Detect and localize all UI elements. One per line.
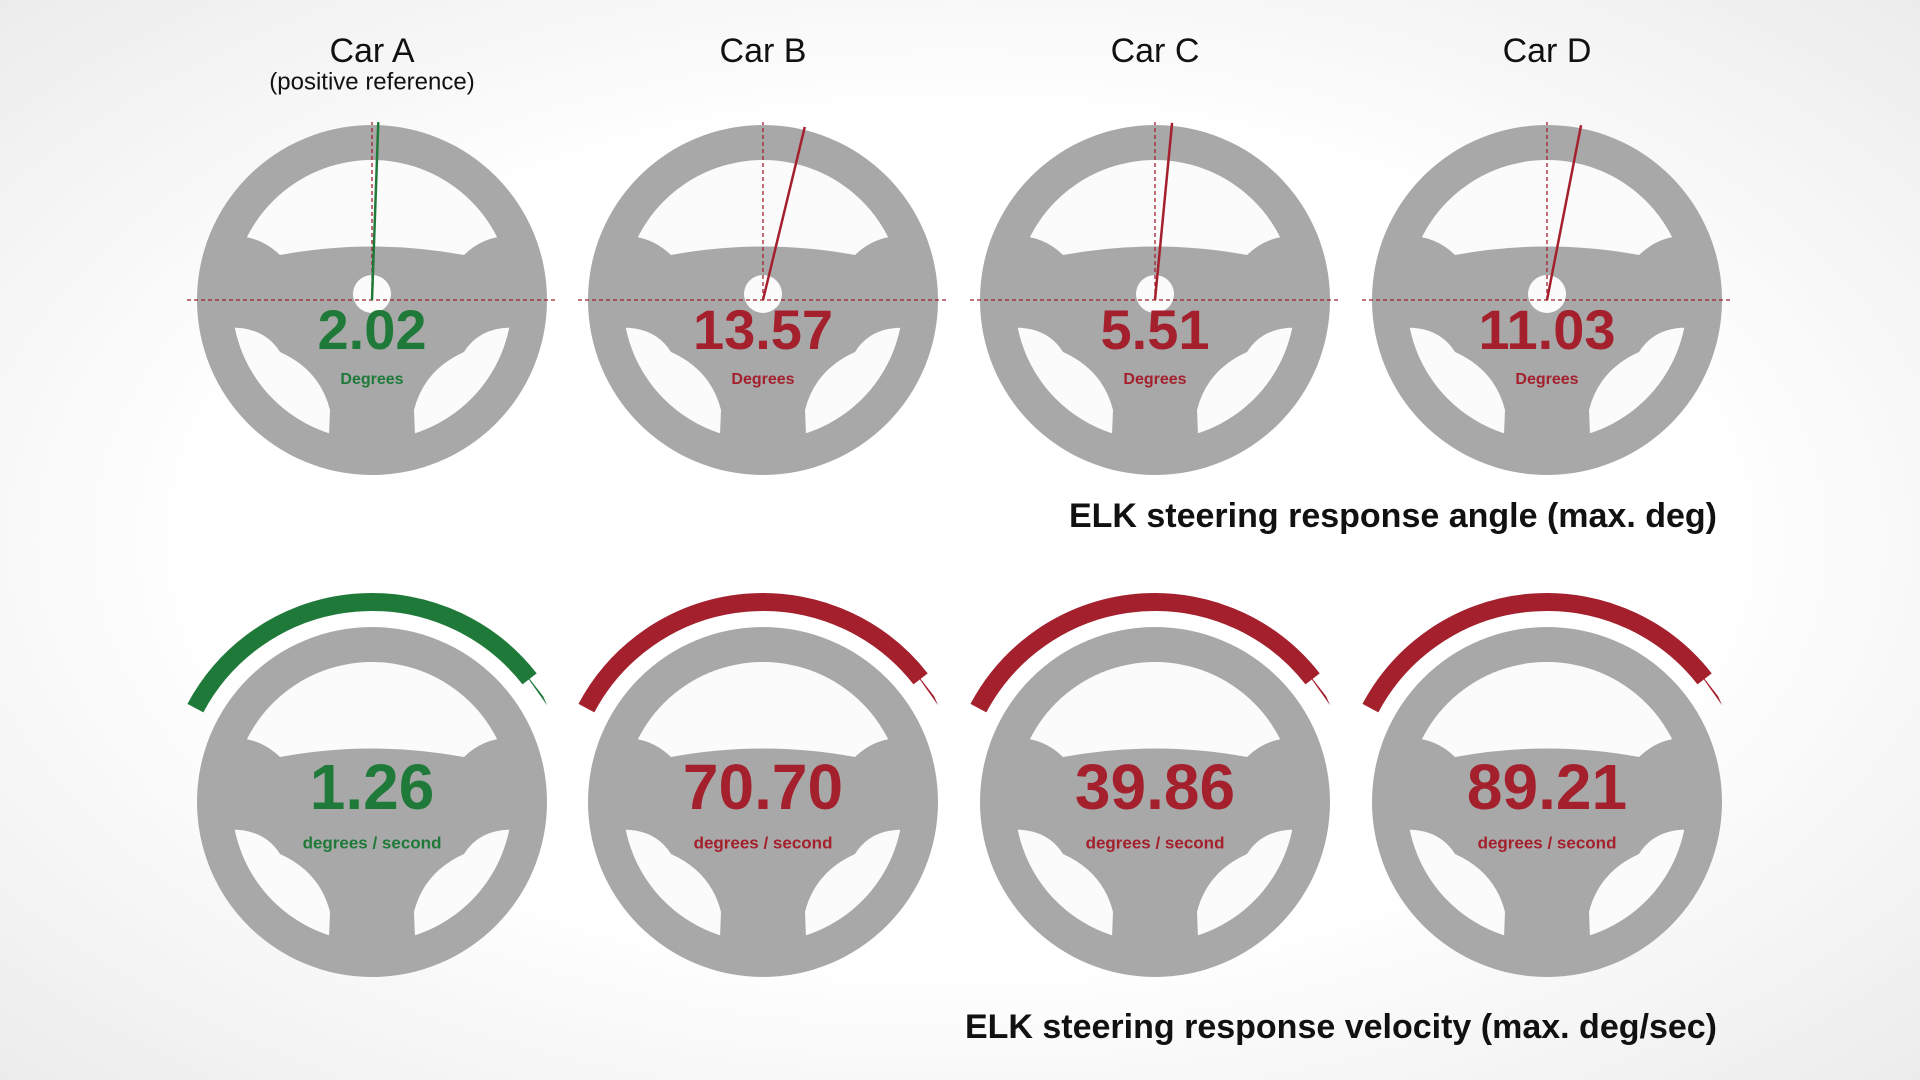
wheel-hub	[210, 236, 534, 460]
car-note: (positive reference)	[269, 68, 474, 95]
velocity-unit: degrees / second	[1478, 833, 1617, 852]
velocity-arrow	[187, 593, 537, 713]
angle-needle	[1153, 122, 1174, 301]
angle-needle	[1545, 125, 1583, 301]
angle-caption: ELK steering response angle (max. deg)	[1069, 497, 1717, 535]
angle-needle	[370, 122, 380, 301]
wheel-hub	[210, 738, 534, 962]
velocity-value: 39.86	[1075, 751, 1235, 823]
angle-value: 11.03	[1478, 298, 1615, 361]
velocity-wheel: 39.86 degrees / second	[970, 593, 1331, 977]
angle-wheel: 13.57 Degrees	[578, 122, 948, 475]
angle-unit: Degrees	[1515, 371, 1578, 388]
angle-unit: Degrees	[731, 371, 794, 388]
velocity-wheel: 89.21 degrees / second	[1362, 593, 1723, 977]
angle-value: 5.51	[1101, 298, 1210, 361]
velocity-value: 70.70	[683, 751, 843, 823]
wheel-hub	[993, 236, 1317, 460]
car-name: Car D	[1503, 32, 1592, 70]
velocity-value: 89.21	[1467, 751, 1627, 823]
angle-wheel: 5.51 Degrees	[970, 122, 1340, 475]
velocity-caption: ELK steering response velocity (max. deg…	[965, 1008, 1717, 1046]
car-name: Car A	[329, 32, 414, 70]
angle-unit: Degrees	[1123, 371, 1186, 388]
wheel-hub	[993, 738, 1317, 962]
angle-needle	[761, 126, 806, 301]
velocity-arrow	[1362, 593, 1712, 713]
wheel-hub	[1385, 236, 1709, 460]
angle-wheel: 2.02 Degrees	[187, 122, 557, 475]
car-name: Car B	[720, 32, 807, 70]
velocity-unit: degrees / second	[1086, 833, 1225, 852]
wheel-hub	[601, 236, 925, 460]
wheel-hole	[744, 275, 782, 313]
velocity-arrow	[970, 593, 1320, 713]
velocity-arrow	[578, 593, 928, 713]
velocity-wheel: 1.26 degrees / second	[187, 593, 548, 977]
angle-unit: Degrees	[340, 371, 403, 388]
velocity-unit: degrees / second	[303, 833, 442, 852]
wheel-hub	[601, 738, 925, 962]
angle-value: 2.02	[318, 298, 427, 361]
angle-wheel: 11.03 Degrees	[1362, 122, 1732, 475]
velocity-value: 1.26	[310, 751, 435, 823]
velocity-unit: degrees / second	[694, 833, 833, 852]
wheel-hub	[1385, 738, 1709, 962]
car-name: Car C	[1111, 32, 1200, 70]
angle-value: 13.57	[693, 298, 833, 361]
velocity-wheel: 70.70 degrees / second	[578, 593, 939, 977]
